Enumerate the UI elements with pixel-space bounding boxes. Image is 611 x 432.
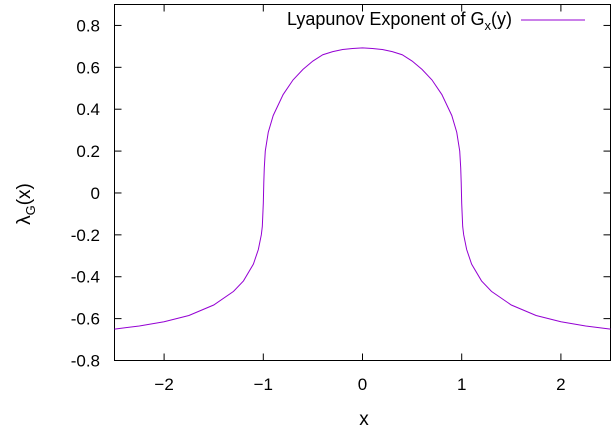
plot-border [114, 4, 611, 361]
legend-label-sub: x [485, 18, 492, 33]
legend: Lyapunov Exponent of Gx(y) [287, 9, 585, 33]
y-axis-label: λG(x) [14, 183, 38, 225]
y-axis-ticks: 0.8 0.6 0.4 0.2 0 -0.2 -0.4 -0.6 -0.8 [71, 16, 611, 371]
y-tick-label: 0.4 [76, 100, 100, 119]
x-axis-ticks: −2 −1 0 1 2 [154, 4, 566, 394]
y-tick-label: 0.8 [76, 16, 100, 35]
x-tick-label: 2 [556, 375, 565, 394]
legend-label-main: Lyapunov Exponent of G [287, 9, 484, 29]
y-tick-label: -0.6 [71, 310, 100, 329]
y-tick-label: -0.8 [71, 352, 100, 371]
y-tick-label: 0.2 [76, 142, 100, 161]
x-tick-label: −2 [154, 375, 173, 394]
x-tick-label: 0 [358, 375, 367, 394]
legend-label: Lyapunov Exponent of Gx(y) [287, 9, 512, 33]
series-line [114, 47, 611, 330]
y-axis-label-main: λ [14, 215, 35, 225]
y-tick-label: -0.2 [71, 226, 100, 245]
x-tick-label: 1 [457, 375, 466, 394]
y-axis-label-sub: G [23, 205, 38, 215]
y-tick-label: 0 [91, 184, 100, 203]
x-tick-label: −1 [254, 375, 273, 394]
y-axis-label-tail: (x) [14, 183, 35, 205]
legend-label-tail: (y) [491, 9, 512, 29]
series-layer [114, 47, 611, 330]
x-axis-label: x [359, 409, 369, 430]
y-tick-label: -0.4 [71, 268, 100, 287]
y-tick-label: 0.6 [76, 58, 100, 77]
